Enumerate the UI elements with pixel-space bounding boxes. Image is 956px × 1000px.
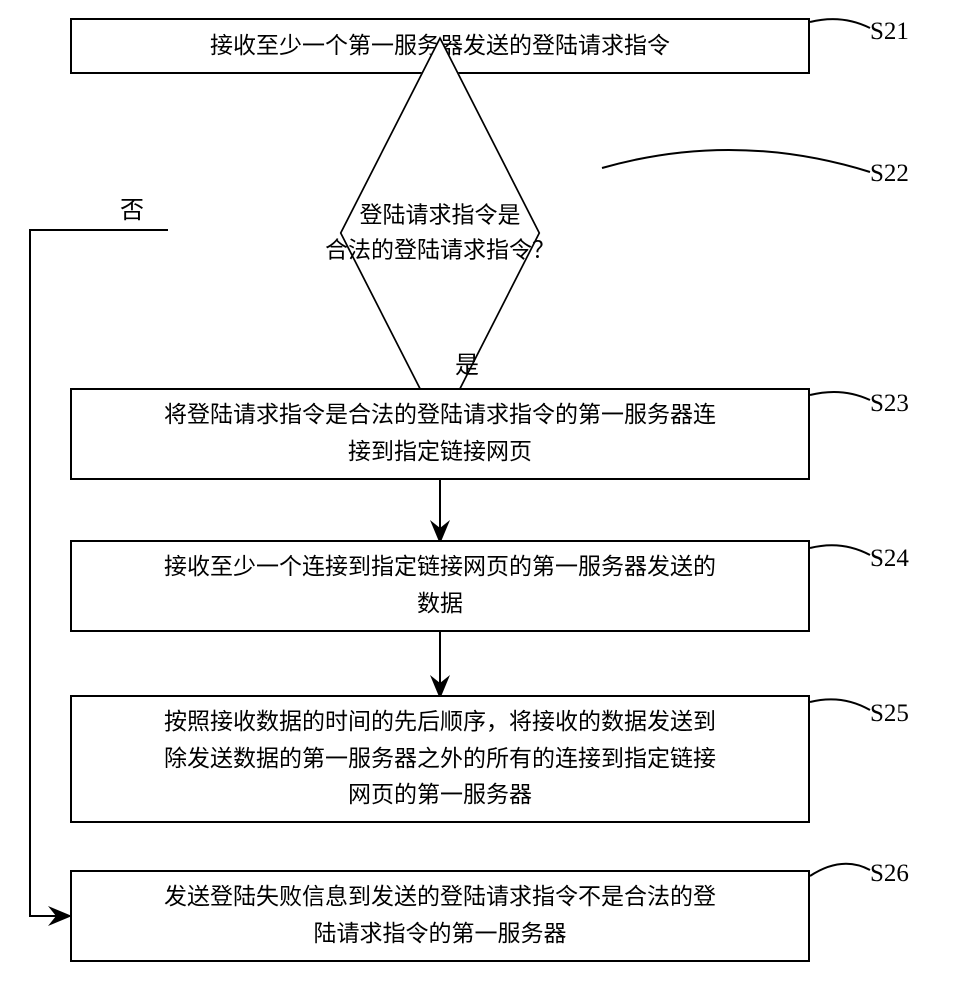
step-s25: 按照接收数据的时间的先后顺序，将接收的数据发送到 除发送数据的第一服务器之外的所… xyxy=(70,695,810,823)
s24-text-l1: 接收至少一个连接到指定链接网页的第一服务器发送的 xyxy=(164,554,716,579)
s23-text-l1: 将登陆请求指令是合法的登陆请求指令的第一服务器连 xyxy=(164,402,716,427)
s24-text-l2: 数据 xyxy=(417,591,463,616)
step-s26: 发送登陆失败信息到发送的登陆请求指令不是合法的登 陆请求指令的第一服务器 xyxy=(70,870,810,962)
s25-text-l2: 除发送数据的第一服务器之外的所有的连接到指定链接 xyxy=(164,746,716,771)
s23-text-l2: 接到指定链接网页 xyxy=(348,439,532,464)
label-s26: S26 xyxy=(870,860,909,888)
s25-text-l3: 网页的第一服务器 xyxy=(348,782,532,807)
label-s22: S22 xyxy=(870,160,909,188)
step-s24: 接收至少一个连接到指定链接网页的第一服务器发送的 数据 xyxy=(70,540,810,632)
label-s24: S24 xyxy=(870,545,909,573)
decision-text-l2: 合法的登陆请求指令？ xyxy=(325,237,555,262)
s26-text-l1: 发送登陆失败信息到发送的登陆请求指令不是合法的登 xyxy=(164,884,716,909)
decision-text: 登陆请求指令是 合法的登陆请求指令？ xyxy=(325,199,555,268)
s25-text-l1: 按照接收数据的时间的先后顺序，将接收的数据发送到 xyxy=(164,709,716,734)
decision-text-l1: 登陆请求指令是 xyxy=(360,203,521,228)
edge-yes: 是 xyxy=(455,345,479,380)
step-s23: 将登陆请求指令是合法的登陆请求指令的第一服务器连 接到指定链接网页 xyxy=(70,388,810,480)
label-s21: S21 xyxy=(870,18,909,46)
s26-text-l2: 陆请求指令的第一服务器 xyxy=(314,921,567,946)
label-s23: S23 xyxy=(870,390,909,418)
label-s25: S25 xyxy=(870,700,909,728)
flowchart-container: 接收至少一个第一服务器发送的登陆请求指令 S21 登陆请求指令是 合法的登陆请求… xyxy=(0,0,956,1000)
edge-no: 否 xyxy=(120,190,144,225)
decision-s22: 登陆请求指令是 合法的登陆请求指令？ xyxy=(335,128,545,338)
